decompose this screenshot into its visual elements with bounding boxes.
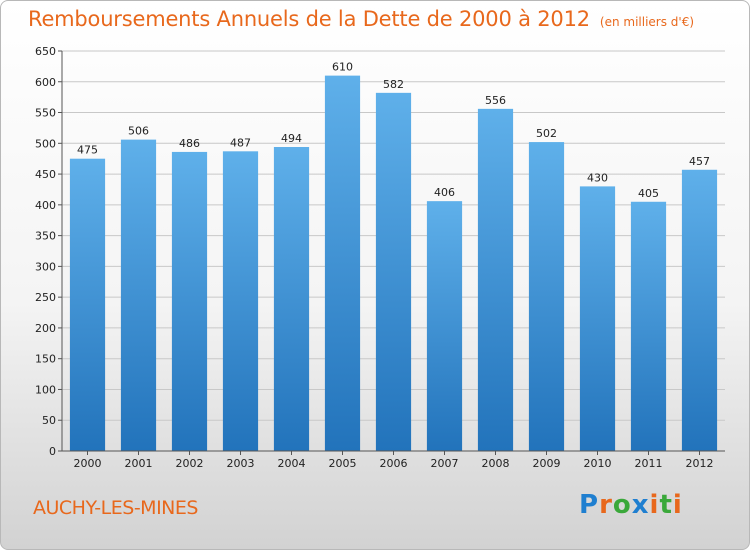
y-tick-label: 550 (35, 107, 56, 120)
chart-title: Remboursements Annuels de la Dette de 20… (28, 7, 694, 31)
y-tick-label: 100 (35, 383, 56, 396)
y-tick-label: 350 (35, 230, 56, 243)
logo-letter: P (579, 490, 600, 520)
x-tick-label-2009: 2009 (533, 457, 561, 470)
y-tick-label: 650 (35, 45, 56, 58)
bar-2012 (681, 169, 718, 451)
bar-2003 (222, 151, 259, 452)
data-label-2010: 430 (587, 171, 608, 184)
bar-2008 (477, 108, 514, 451)
y-tick-label: 200 (35, 322, 56, 335)
bar-2011 (630, 201, 667, 451)
y-tick-label: 250 (35, 291, 56, 304)
x-tick-label-2003: 2003 (227, 457, 255, 470)
y-tick-label: 400 (35, 199, 56, 212)
bar-2010 (579, 186, 616, 451)
bar-2009 (528, 142, 565, 452)
bar-2006 (375, 92, 412, 451)
proxiti-logo: Proxiti (579, 490, 683, 520)
x-tick-label-2011: 2011 (635, 457, 663, 470)
bar-2005 (324, 75, 361, 451)
y-tick-label: 50 (42, 414, 56, 427)
y-tick-label: 0 (49, 445, 56, 458)
chart-title-text: Remboursements Annuels de la Dette de 20… (28, 7, 590, 31)
data-label-2004: 494 (281, 132, 302, 145)
bar-2001 (120, 139, 157, 451)
x-tick-label-2000: 2000 (74, 457, 102, 470)
data-label-2005: 610 (332, 61, 353, 74)
logo-letter: x (631, 490, 650, 520)
bar-2000 (69, 158, 106, 451)
data-label-2011: 405 (638, 187, 659, 200)
bar-2002 (171, 151, 208, 451)
bar-2007 (426, 201, 463, 451)
logo-letter: t (659, 490, 673, 520)
x-tick-label-2012: 2012 (686, 457, 714, 470)
data-label-2003: 487 (230, 136, 251, 149)
data-label-2007: 406 (434, 186, 455, 199)
x-tick-label-2007: 2007 (431, 457, 459, 470)
data-label-2002: 486 (179, 137, 200, 150)
data-label-2006: 582 (383, 78, 404, 91)
x-tick-label-2006: 2006 (380, 457, 408, 470)
y-tick-label: 500 (35, 137, 56, 150)
bars (69, 75, 718, 452)
data-label-2012: 457 (689, 155, 710, 168)
x-tick-label-2004: 2004 (278, 457, 306, 470)
x-tick-label-2001: 2001 (125, 457, 153, 470)
data-label-2009: 502 (536, 127, 557, 140)
y-tick-label: 150 (35, 353, 56, 366)
logo-letter: r (599, 490, 613, 520)
data-label-2008: 556 (485, 94, 506, 107)
bar-2004 (273, 147, 310, 451)
labels: 0 50 100 150 200 250 300 350 400 450 500 550 600 650 4… (35, 45, 714, 470)
logo-letter: o (612, 490, 632, 520)
y-tick-label: 300 (35, 260, 56, 273)
axes (58, 50, 725, 455)
y-tick-label: 600 (35, 76, 56, 89)
commune-name: AUCHY-LES-MINES (33, 497, 198, 519)
y-tick-label: 450 (35, 168, 56, 181)
logo-letter: i (672, 490, 683, 520)
x-tick-label-2010: 2010 (584, 457, 612, 470)
chart-subtitle: (en milliers d'€) (599, 15, 695, 29)
x-tick-label-2002: 2002 (176, 457, 204, 470)
x-tick-label-2005: 2005 (329, 457, 357, 470)
logo-letter: i (649, 490, 660, 520)
data-label-2001: 506 (128, 125, 149, 138)
data-label-2000: 475 (77, 144, 98, 157)
x-tick-label-2008: 2008 (482, 457, 510, 470)
